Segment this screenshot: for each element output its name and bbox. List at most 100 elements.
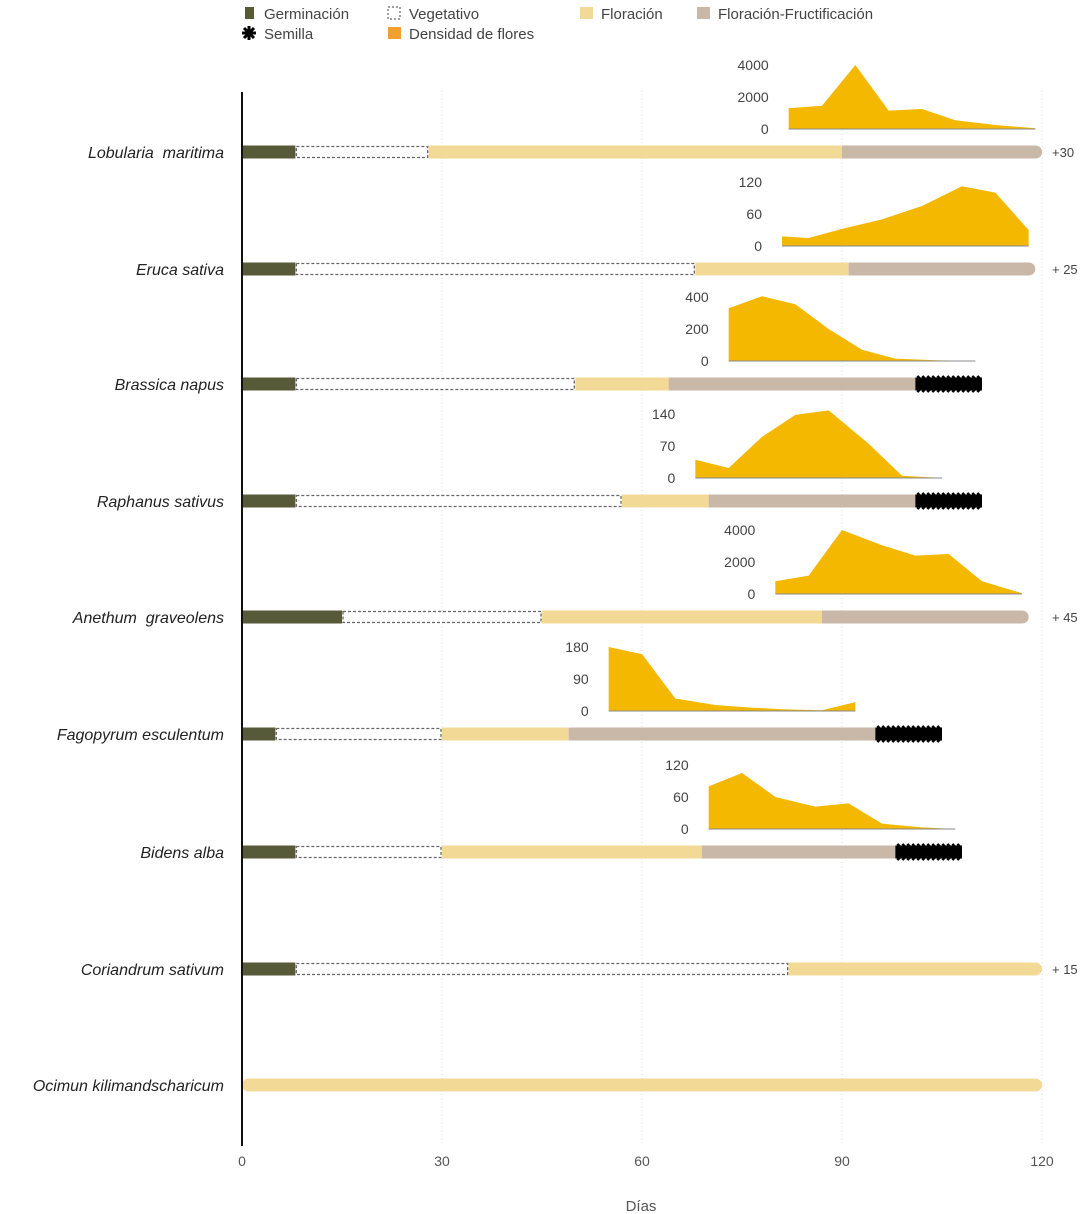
legend-item-semilla: Semilla xyxy=(242,26,314,43)
x-tick-label: 0 xyxy=(238,1153,246,1169)
legend-swatch xyxy=(245,7,254,19)
bar-floracion xyxy=(695,262,849,276)
semilla-fill xyxy=(915,377,982,391)
density-chart: 180 90 0 xyxy=(565,639,856,719)
bar-germinacion xyxy=(242,262,296,276)
density-tick-label: 120 xyxy=(665,757,689,773)
species-label: Bidens alba xyxy=(140,845,224,862)
bar-floracion xyxy=(442,727,569,741)
x-axis: 0 30 60 90 120 xyxy=(238,92,1054,1169)
bar-germinacion xyxy=(242,610,342,624)
legend-item-floracion-fructificacion: Floración-Fructificación xyxy=(697,6,873,23)
bar-vegetativo xyxy=(295,962,789,976)
extra-days-label: + 25 xyxy=(1052,262,1078,277)
x-tick-label: 60 xyxy=(634,1153,650,1169)
bar-germinacion xyxy=(242,377,296,391)
density-tick-label: 400 xyxy=(685,289,709,305)
bar-floracion xyxy=(442,845,702,859)
bar-floracion-fructificacion-square xyxy=(822,610,835,624)
bar-germinacion xyxy=(242,145,296,159)
bar-floracion-fructificacion-square xyxy=(848,262,862,276)
species-label: Eruca sativa xyxy=(136,262,224,279)
species-row: Raphanus sativus 140 70 0 xyxy=(97,406,982,511)
density-chart: 4000 2000 0 xyxy=(738,57,1036,137)
density-area xyxy=(708,773,956,829)
bar-floracion-fructificacion xyxy=(708,494,916,508)
density-tick-label: 4000 xyxy=(738,57,769,73)
density-area xyxy=(695,410,942,478)
bar-vegetativo xyxy=(295,845,442,859)
density-tick-label: 60 xyxy=(746,206,762,222)
semilla-edge xyxy=(916,375,981,393)
x-tick-label: 30 xyxy=(434,1153,450,1169)
density-tick-label: 2000 xyxy=(724,554,755,570)
species-row: Ocimun kilimandscharicum xyxy=(33,1078,1042,1095)
bar-vegetativo xyxy=(295,145,429,159)
density-chart: 4000 2000 0 xyxy=(724,522,1022,602)
x-axis-title: Días xyxy=(626,1198,657,1214)
density-chart: 120 60 0 xyxy=(739,174,1029,254)
density-area xyxy=(782,186,1029,246)
legend-item-germinacion: Germinación xyxy=(245,6,349,23)
bar-germinacion xyxy=(242,727,276,741)
bar-vegetativo xyxy=(275,727,442,741)
bar-semilla xyxy=(875,725,942,743)
semilla-fill xyxy=(915,494,982,508)
bar-vegetativo xyxy=(342,610,542,624)
legend-swatch xyxy=(242,26,256,40)
bar-floracion xyxy=(788,962,1042,976)
species-label: Coriandrum sativum xyxy=(81,962,224,979)
bar-semilla xyxy=(915,375,982,393)
legend: Germinación Vegetativo Floración Floración-… xyxy=(242,6,873,43)
density-tick-label: 90 xyxy=(573,671,589,687)
legend-label: Floración-Fructificación xyxy=(718,6,873,23)
extra-days-label: + 45 xyxy=(1052,610,1078,625)
bar-germinacion xyxy=(242,494,296,508)
legend-item-densidad: Densidad de flores xyxy=(388,26,534,43)
density-tick-label: 0 xyxy=(748,586,756,602)
species-label: Lobularia maritima xyxy=(88,145,224,162)
extra-days-label: + 15 xyxy=(1052,962,1078,977)
legend-label: Germinación xyxy=(264,6,349,23)
species-row: Lobularia maritima 4000 2000 0 +30 xyxy=(88,57,1074,162)
bar-floracion-fructificacion xyxy=(702,845,896,859)
density-chart: 400 200 0 xyxy=(685,289,976,369)
legend-label: Floración xyxy=(601,6,663,23)
density-tick-label: 70 xyxy=(660,438,676,454)
density-tick-label: 0 xyxy=(754,238,762,254)
species-row: Brassica napus 400 200 0 xyxy=(115,289,982,394)
density-tick-label: 0 xyxy=(701,353,709,369)
species-row: Bidens alba 120 60 0 xyxy=(140,757,962,862)
bar-floracion xyxy=(242,1078,1042,1092)
bar-floracion xyxy=(575,377,669,391)
bar-vegetativo xyxy=(295,494,622,508)
bar-floracion-fructificacion xyxy=(848,262,1036,276)
legend-label: Semilla xyxy=(264,26,314,43)
bar-floracion-fructificacion xyxy=(568,727,876,741)
density-tick-label: 180 xyxy=(565,639,589,655)
bar-floracion xyxy=(542,610,822,624)
semilla-edge xyxy=(876,725,941,743)
species-label: Ocimun kilimandscharicum xyxy=(33,1078,224,1095)
semilla-fill xyxy=(895,845,962,859)
density-chart: 140 70 0 xyxy=(652,406,942,486)
legend-label: Densidad de flores xyxy=(409,26,534,43)
bar-semilla xyxy=(915,492,982,510)
legend-item-floracion: Floración xyxy=(580,6,663,23)
density-tick-label: 2000 xyxy=(738,89,769,105)
legend-label: Vegetativo xyxy=(409,6,479,23)
legend-swatch xyxy=(388,27,401,39)
x-tick-label: 90 xyxy=(834,1153,850,1169)
species-row: Coriandrum sativum + 15 xyxy=(81,962,1078,979)
semilla-fill xyxy=(875,727,942,741)
species-label: Brassica napus xyxy=(115,377,224,394)
bar-floracion-fructificacion xyxy=(668,377,916,391)
bar-semilla xyxy=(895,843,962,861)
x-tick-label: 120 xyxy=(1030,1153,1054,1169)
species-row: Fagopyrum esculentum 180 90 0 xyxy=(57,639,942,744)
species-row: Anethum graveolens 4000 2000 0 + 45 xyxy=(72,522,1078,627)
extra-days-label: +30 xyxy=(1052,145,1074,160)
species-label: Raphanus sativus xyxy=(97,494,224,511)
